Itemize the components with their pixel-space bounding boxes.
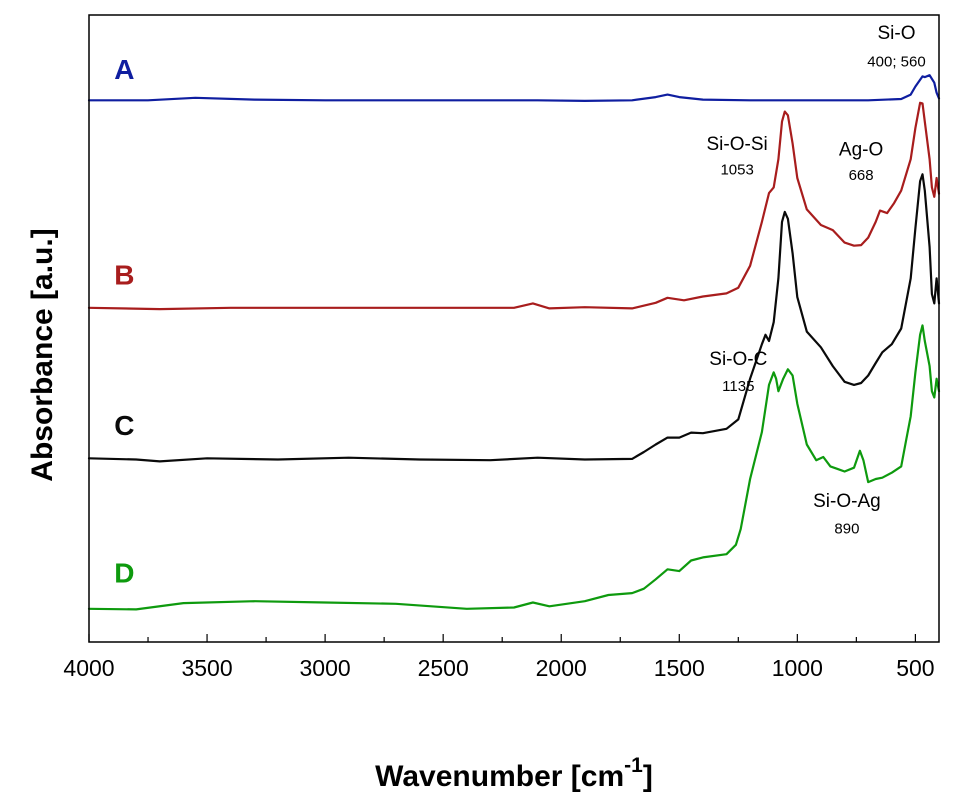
series-labels: A B C D: [114, 54, 134, 588]
x-axis-title: Wavenumber [cm-1]: [375, 754, 653, 793]
x-axis-title-main: Wavenumber [cm: [375, 760, 624, 793]
x-tick-label-500: 500: [896, 655, 934, 681]
x-tick-label-3000: 3000: [300, 655, 351, 681]
x-tick-label-1000: 1000: [772, 655, 823, 681]
x-tick-label-1500: 1500: [654, 655, 705, 681]
annotation-ag-o-name: Ag-O: [839, 139, 883, 160]
series-line-a: [87, 74, 941, 102]
annotation-ag-o-value: 668: [849, 167, 874, 184]
peak-annotations: Si-O 400; 560 Si-O-Si 1053 Ag-O 668 Si-O-C 1135…: [707, 23, 926, 538]
annotation-si-o-value: 400; 560: [867, 53, 925, 70]
x-axis-title-superscript: -1: [624, 754, 643, 777]
annotation-si-o-si-value: 1053: [720, 161, 753, 178]
x-axis-ticks: 4000 3500 3000 2500 2000 1500 1000 500: [63, 634, 935, 681]
y-axis-title: Absorbance [a.u.]: [26, 228, 59, 481]
annotation-si-o-c-value: 1135: [722, 378, 754, 395]
series-line-b: [87, 101, 941, 311]
x-tick-label-2500: 2500: [418, 655, 469, 681]
x-tick-label-3500: 3500: [181, 655, 232, 681]
series-line-d: [87, 324, 941, 611]
series-layer: [87, 74, 941, 611]
x-tick-label-4000: 4000: [63, 655, 114, 681]
series-label-d: D: [114, 557, 134, 588]
annotation-si-o-si-name: Si-O-Si: [707, 134, 768, 155]
annotation-si-o-c-name: Si-O-C: [709, 349, 767, 370]
plot-frame: [88, 14, 940, 643]
series-line-c: [87, 173, 941, 463]
annotation-si-o-ag-name: Si-O-Ag: [813, 491, 881, 512]
annotation-si-o-name: Si-O: [878, 23, 916, 44]
annotation-si-o-ag-value: 890: [834, 521, 859, 538]
x-axis-title-suffix: ]: [643, 760, 653, 793]
x-tick-label-2000: 2000: [536, 655, 587, 681]
series-label-a: A: [114, 54, 134, 85]
series-label-c: C: [114, 410, 134, 441]
series-label-b: B: [114, 260, 134, 291]
